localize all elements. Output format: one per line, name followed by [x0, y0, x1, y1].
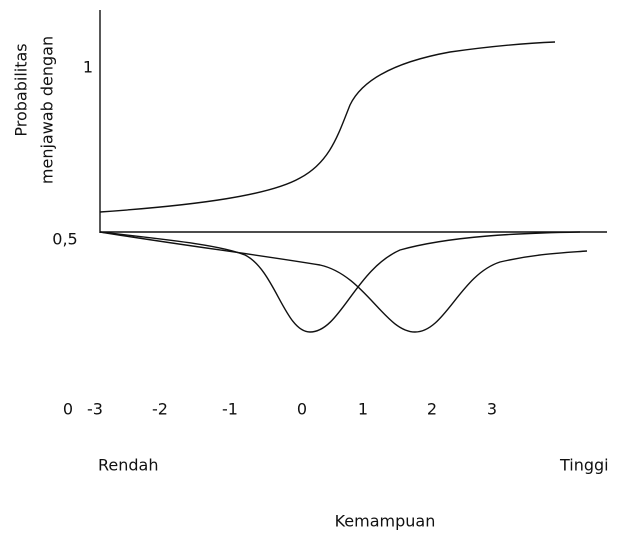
x-tick-label: -3: [87, 400, 103, 419]
x-tick-label: 1: [358, 400, 368, 419]
curve-dip-1: [99, 231, 581, 333]
x-axis-title: Kemampuan: [335, 512, 436, 531]
curve-dip-2: [99, 231, 588, 333]
curve-s: [99, 41, 556, 213]
y-axis-label: menjawab dengan: [38, 36, 57, 184]
x-tick-label: -1: [222, 400, 238, 419]
x-tick-label: 0: [297, 400, 307, 419]
x-tick-label: 2: [427, 400, 437, 419]
x-tick-label: -2: [152, 400, 168, 419]
y-axis-label: Probabilitas: [12, 43, 31, 136]
x-tick-label: 3: [487, 400, 497, 419]
high-label: Tinggi: [559, 456, 609, 475]
y-tick-label: 0,5: [52, 230, 77, 249]
y-tick-label: 1: [83, 58, 93, 77]
x-tick-label: 0: [63, 400, 73, 419]
low-label: Rendah: [98, 456, 158, 475]
